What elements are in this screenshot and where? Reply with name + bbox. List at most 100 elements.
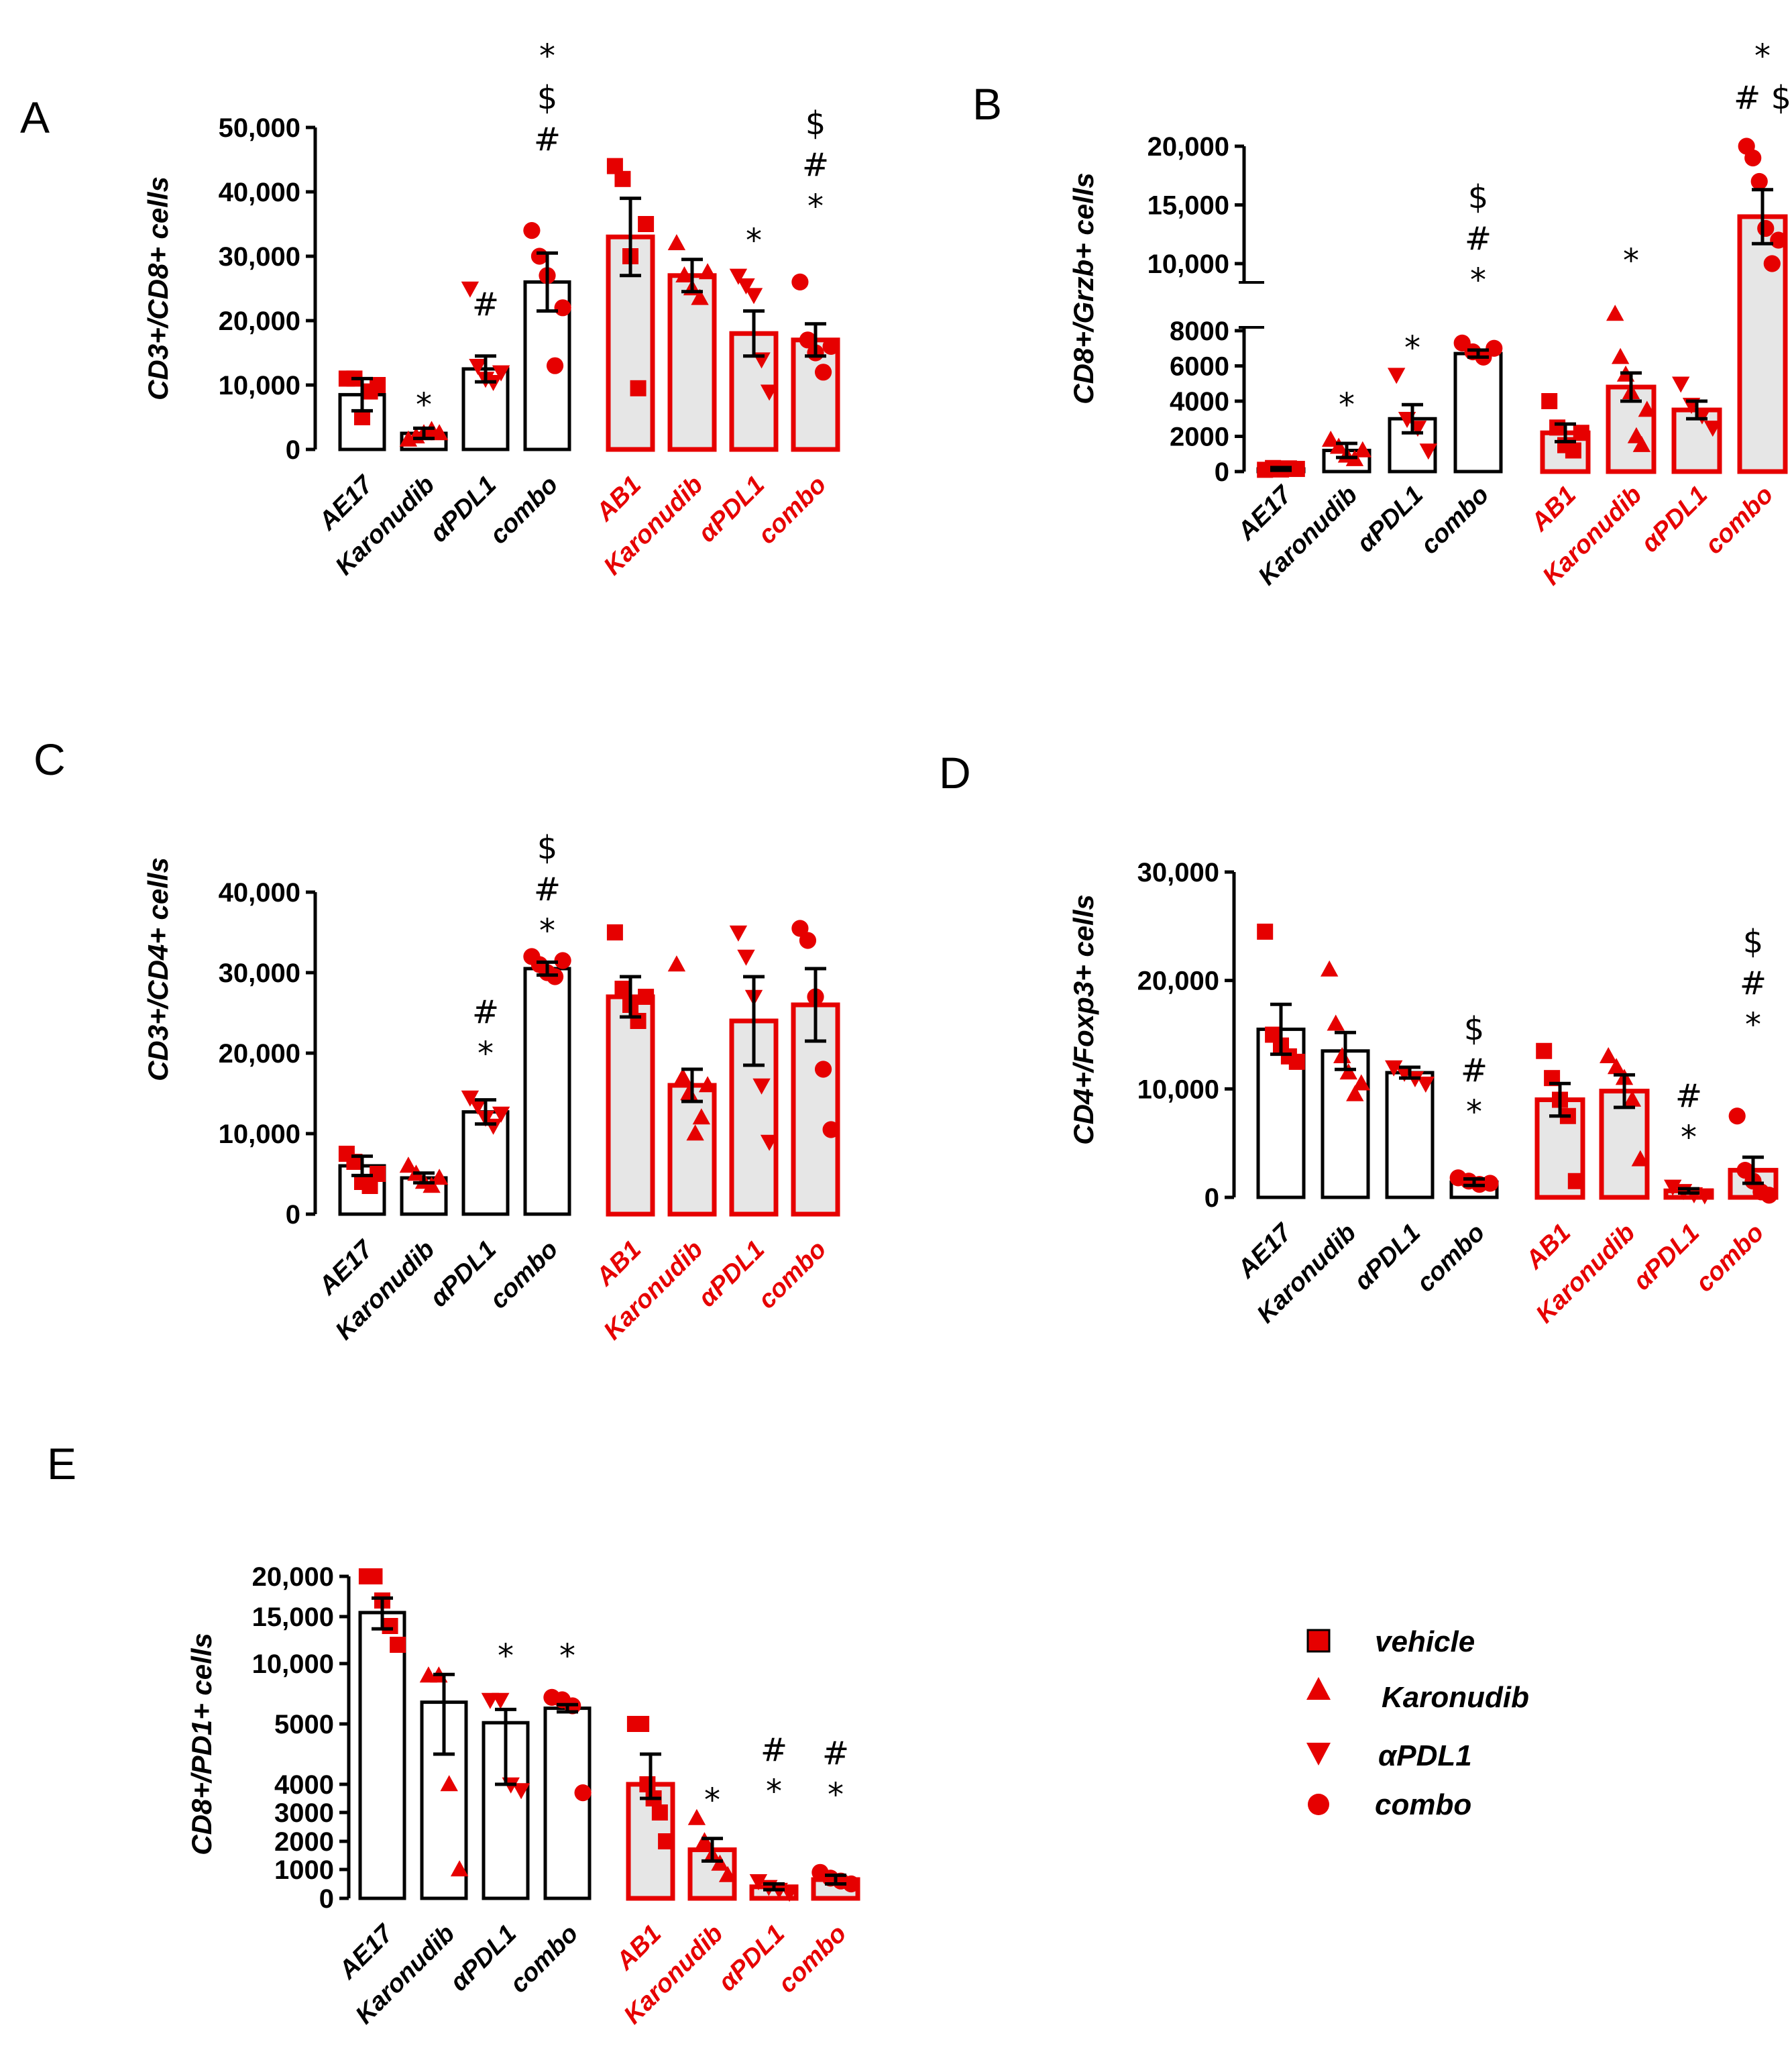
panel-b-bar-group xyxy=(1540,393,1591,474)
panel-b-y-tick-label: 4000 xyxy=(1170,387,1229,417)
panel-b-data-point xyxy=(1638,400,1656,417)
panel-e-data-point xyxy=(492,1692,510,1709)
panel-a-data-point xyxy=(691,288,709,305)
panel-b-bar-group xyxy=(1737,138,1788,474)
panel-b-significance-mark: * xyxy=(1404,329,1420,367)
panel-c-y-tick-label: 20,000 xyxy=(219,1039,300,1069)
panel-e-x-tick-label: combo xyxy=(773,1920,852,1999)
panel-d-y-tick-label: 20,000 xyxy=(1137,967,1219,996)
panel-c-y-tick-label: 40,000 xyxy=(219,878,300,908)
panel-a-significance-mark: * xyxy=(807,188,824,225)
panel-d-bar-group xyxy=(1385,1060,1435,1199)
panel-a-bar-group xyxy=(667,234,717,452)
panel-a-bar xyxy=(667,273,717,452)
panel-c-bar xyxy=(606,994,655,1217)
panel-b-y-tick-label: 20,000 xyxy=(1147,132,1229,162)
panel-c-bar-group xyxy=(606,924,655,1217)
panel-b-significance-mark: # $ xyxy=(1734,79,1791,117)
panel-b-x-tick-label: combo xyxy=(1416,481,1495,560)
panel-b-data-point xyxy=(1322,430,1340,447)
panel-a-y-tick-label: 30,000 xyxy=(219,242,300,272)
panel-b-y-tick-label: 0 xyxy=(1215,457,1229,487)
panel-b-data-point xyxy=(1353,441,1371,457)
panel-d-data-point xyxy=(1321,960,1339,977)
panel-c-data-point xyxy=(430,1169,449,1185)
panel-c-significance-mark: # xyxy=(534,871,561,908)
panel-a-x-tick-label: combo xyxy=(485,471,564,550)
panel-d-data-point xyxy=(1416,1077,1435,1093)
panel-a-data-point xyxy=(630,380,647,396)
panel-c-significance-mark: # xyxy=(472,993,499,1031)
panel-e-data-point xyxy=(633,1716,650,1732)
panel-e-bar xyxy=(358,1611,406,1900)
panel-b-data-point xyxy=(1419,443,1437,460)
panel-d-data-point xyxy=(1288,1053,1305,1070)
panel-c-bar-group xyxy=(399,1156,449,1216)
legend-circle-marker xyxy=(1308,1794,1329,1815)
panel-e-bar-group xyxy=(358,1568,406,1900)
panel-a-data-point xyxy=(737,278,755,294)
panel-c-x-tick-label: combo xyxy=(753,1236,832,1315)
panel-b-data-point xyxy=(1565,442,1581,459)
panel-a-significance-mark: # xyxy=(472,286,499,323)
panel-a-y-tick-label: 0 xyxy=(286,435,300,465)
panel-a-x-tick-label: AB1 xyxy=(590,471,647,527)
panel-e-data-point xyxy=(512,1783,530,1800)
panel-b-bar-group xyxy=(1388,368,1437,474)
panel-b-y-tick-label: 15,000 xyxy=(1147,191,1229,221)
panel-b-data-point xyxy=(1763,255,1781,272)
panel-a-y-tick-label: 20,000 xyxy=(219,307,300,336)
panel-b-data-point xyxy=(1611,347,1630,364)
panel-d-data-point xyxy=(1536,1042,1553,1059)
panel-a-data-point xyxy=(546,357,564,374)
panel-c-data-point xyxy=(692,1108,711,1125)
panel-e-data-point xyxy=(749,1874,768,1890)
panel-a-data-point xyxy=(744,288,763,305)
panel-c-data-point xyxy=(791,920,809,937)
panel-e-data-point xyxy=(718,1865,737,1882)
panel-d-data-point xyxy=(1728,1107,1746,1125)
panel-d-x-tick-label: AB1 xyxy=(1520,1219,1576,1275)
panel-a-significance-mark: $ xyxy=(537,79,558,117)
panel-a-bar xyxy=(461,367,510,451)
panel-e-y-tick-label: 0 xyxy=(319,1884,334,1914)
panel-d-data-point xyxy=(1760,1187,1778,1204)
panel-a-data-point xyxy=(822,337,840,355)
panel-b-bar xyxy=(1737,214,1788,474)
panel-d-data-point xyxy=(1385,1060,1403,1077)
legend-label-karonudib: Karonudib xyxy=(1382,1681,1529,1714)
panel-d-data-point xyxy=(1623,1090,1642,1107)
panel-b-data-point xyxy=(1486,339,1503,357)
panel-e-bar-group xyxy=(543,1688,592,1900)
panel-a-bar-group xyxy=(338,370,386,451)
panel-e-data-point xyxy=(574,1784,592,1802)
panel-c-y-axis-title: CD3+/CD4+ cells xyxy=(142,857,174,1081)
panel-e-y-axis-title: CD8+/PD1+ cells xyxy=(186,1633,217,1855)
panel-e-bar-group xyxy=(687,1808,737,1901)
panel-a-x-tick-label: combo xyxy=(753,471,832,550)
panel-e-data-point xyxy=(366,1568,383,1584)
panel-b-significance-mark: * xyxy=(1470,262,1486,299)
panel-b-data-point xyxy=(1750,172,1768,191)
panel-e-y-tick-label: 10,000 xyxy=(252,1649,334,1679)
panel-b-data-point xyxy=(1549,419,1566,436)
panel-e-significance-mark: * xyxy=(559,1637,575,1675)
panel-d-data-point xyxy=(1607,1058,1626,1075)
panel-a-bar-group xyxy=(606,158,655,452)
panel-b-bar-group xyxy=(1606,305,1657,474)
panel-e-data-point xyxy=(842,1875,860,1893)
panel-c-x-tick-label: AB1 xyxy=(590,1236,647,1292)
panel-e-bar-group xyxy=(811,1863,860,1901)
panel-d-data-point xyxy=(1339,1063,1357,1080)
panel-b-data-point xyxy=(1541,393,1558,409)
panel-e-bar-group xyxy=(481,1692,530,1900)
legend-triangle-up-marker xyxy=(1306,1677,1331,1700)
panel-a-data-point xyxy=(675,266,693,282)
legend-square-marker xyxy=(1306,1629,1331,1653)
panel-e-y-tick-label: 5000 xyxy=(274,1710,334,1739)
panel-d-bar-group xyxy=(1321,960,1370,1199)
panel-b-significance-mark: $ xyxy=(1468,178,1489,216)
panel-d-x-tick-label: αPDL1 xyxy=(1349,1219,1426,1296)
panel-a-data-point xyxy=(530,248,549,265)
